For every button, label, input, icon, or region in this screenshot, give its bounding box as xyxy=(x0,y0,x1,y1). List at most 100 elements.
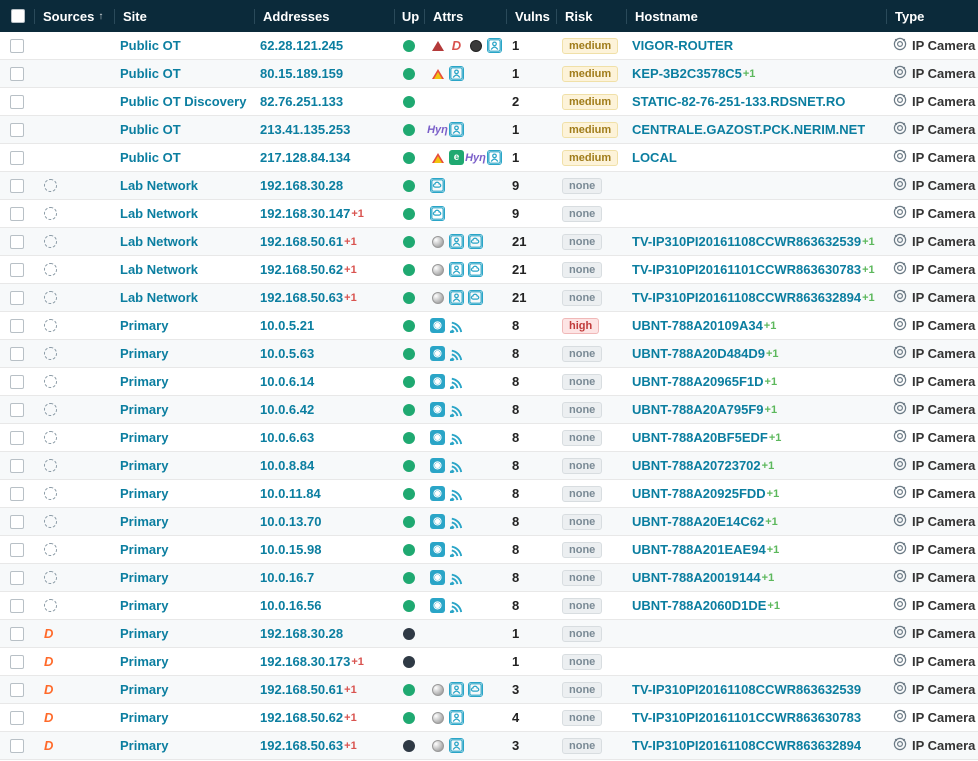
table-row[interactable]: Primary10.0.5.21◉8highUBNT-788A20109A34+… xyxy=(0,312,978,340)
hostname-link[interactable]: UBNT-788A201EAE94 xyxy=(632,542,766,557)
table-row[interactable]: Lab Network192.168.50.63+121noneTV-IP310… xyxy=(0,284,978,312)
row-checkbox[interactable] xyxy=(10,263,24,277)
address-link[interactable]: 10.0.11.84 xyxy=(260,486,321,501)
site-link[interactable]: Public OT xyxy=(120,66,181,81)
site-link[interactable]: Primary xyxy=(120,346,168,361)
hostname-link[interactable]: UBNT-788A20D484D9 xyxy=(632,346,765,361)
site-link[interactable]: Primary xyxy=(120,570,168,585)
address-link[interactable]: 80.15.189.159 xyxy=(260,66,343,81)
site-link[interactable]: Lab Network xyxy=(120,206,198,221)
site-link[interactable]: Primary xyxy=(120,710,168,725)
site-link[interactable]: Primary xyxy=(120,486,168,501)
site-link[interactable]: Primary xyxy=(120,598,168,613)
table-row[interactable]: Public OT80.15.189.1591mediumKEP-3B2C357… xyxy=(0,60,978,88)
site-link[interactable]: Primary xyxy=(120,682,168,697)
address-link[interactable]: 10.0.6.14 xyxy=(260,374,314,389)
address-link[interactable]: 192.168.50.61 xyxy=(260,682,343,697)
address-link[interactable]: 10.0.16.56 xyxy=(260,598,321,613)
table-row[interactable]: Lab Network192.168.30.147+19noneIP Camer… xyxy=(0,200,978,228)
site-link[interactable]: Primary xyxy=(120,626,168,641)
row-checkbox[interactable] xyxy=(10,739,24,753)
header-sources[interactable]: Sources↑ xyxy=(34,9,114,24)
table-row[interactable]: DPrimary192.168.30.173+11noneIP Camera xyxy=(0,648,978,676)
row-checkbox[interactable] xyxy=(10,487,24,501)
row-checkbox[interactable] xyxy=(10,67,24,81)
hostname-link[interactable]: UBNT-788A20925FDD xyxy=(632,486,766,501)
row-checkbox[interactable] xyxy=(10,683,24,697)
address-link[interactable]: 10.0.16.7 xyxy=(260,570,314,585)
address-link[interactable]: 217.128.84.134 xyxy=(260,150,350,165)
row-checkbox[interactable] xyxy=(10,459,24,473)
address-link[interactable]: 192.168.50.62 xyxy=(260,262,343,277)
address-link[interactable]: 213.41.135.253 xyxy=(260,122,350,137)
site-link[interactable]: Public OT xyxy=(120,38,181,53)
site-link[interactable]: Primary xyxy=(120,542,168,557)
row-checkbox[interactable] xyxy=(10,627,24,641)
table-row[interactable]: Lab Network192.168.30.289noneIP Camera xyxy=(0,172,978,200)
table-row[interactable]: Primary10.0.16.7◉8noneUBNT-788A20019144+… xyxy=(0,564,978,592)
address-link[interactable]: 62.28.121.245 xyxy=(260,38,343,53)
address-link[interactable]: 192.168.30.28 xyxy=(260,626,343,641)
row-checkbox[interactable] xyxy=(10,151,24,165)
table-row[interactable]: Primary10.0.16.56◉8noneUBNT-788A2060D1DE… xyxy=(0,592,978,620)
table-row[interactable]: Primary10.0.8.84◉8noneUBNT-788A20723702+… xyxy=(0,452,978,480)
table-row[interactable]: DPrimary192.168.30.281noneIP Camera xyxy=(0,620,978,648)
row-checkbox[interactable] xyxy=(10,543,24,557)
hostname-link[interactable]: UBNT-788A20723702 xyxy=(632,458,761,473)
address-link[interactable]: 192.168.30.173 xyxy=(260,654,350,669)
row-checkbox[interactable] xyxy=(10,599,24,613)
row-checkbox[interactable] xyxy=(10,235,24,249)
address-link[interactable]: 10.0.13.70 xyxy=(260,514,321,529)
table-row[interactable]: Primary10.0.6.14◉8noneUBNT-788A20965F1D+… xyxy=(0,368,978,396)
row-checkbox[interactable] xyxy=(10,655,24,669)
header-addresses[interactable]: Addresses xyxy=(254,9,394,24)
site-link[interactable]: Primary xyxy=(120,374,168,389)
hostname-link[interactable]: VIGOR-ROUTER xyxy=(632,38,733,53)
site-link[interactable]: Public OT Discovery xyxy=(120,94,246,109)
header-site[interactable]: Site xyxy=(114,9,254,24)
hostname-link[interactable]: KEP-3B2C3578C5 xyxy=(632,66,742,81)
table-row[interactable]: Primary10.0.11.84◉8noneUBNT-788A20925FDD… xyxy=(0,480,978,508)
table-row[interactable]: Public OT213.41.135.253Hyη1mediumCENTRAL… xyxy=(0,116,978,144)
hostname-link[interactable]: UBNT-788A20965F1D xyxy=(632,374,764,389)
hostname-link[interactable]: UBNT-788A20109A34 xyxy=(632,318,763,333)
table-row[interactable]: Public OT217.128.84.134eHyη1mediumLOCALI… xyxy=(0,144,978,172)
address-link[interactable]: 10.0.15.98 xyxy=(260,542,321,557)
hostname-link[interactable]: TV-IP310PI20161108CCWR863632539 xyxy=(632,234,861,249)
table-row[interactable]: Primary10.0.13.70◉8noneUBNT-788A20E14C62… xyxy=(0,508,978,536)
address-link[interactable]: 10.0.5.21 xyxy=(260,318,314,333)
header-up[interactable]: Up xyxy=(394,9,424,24)
hostname-link[interactable]: UBNT-788A20019144 xyxy=(632,570,761,585)
address-link[interactable]: 192.168.50.61 xyxy=(260,234,343,249)
row-checkbox[interactable] xyxy=(10,375,24,389)
table-row[interactable]: Public OT62.28.121.245D1mediumVIGOR-ROUT… xyxy=(0,32,978,60)
hostname-link[interactable]: TV-IP310PI20161108CCWR863632894 xyxy=(632,738,861,753)
site-link[interactable]: Primary xyxy=(120,318,168,333)
site-link[interactable]: Lab Network xyxy=(120,262,198,277)
row-checkbox[interactable] xyxy=(10,571,24,585)
table-row[interactable]: DPrimary192.168.50.62+14noneTV-IP310PI20… xyxy=(0,704,978,732)
row-checkbox[interactable] xyxy=(10,431,24,445)
header-risk[interactable]: Risk xyxy=(556,9,626,24)
hostname-link[interactable]: STATIC-82-76-251-133.RDSNET.RO xyxy=(632,94,845,109)
hostname-link[interactable]: LOCAL xyxy=(632,150,677,165)
header-hostname[interactable]: Hostname xyxy=(626,9,886,24)
hostname-link[interactable]: UBNT-788A2060D1DE xyxy=(632,598,766,613)
address-link[interactable]: 10.0.8.84 xyxy=(260,458,314,473)
row-checkbox[interactable] xyxy=(10,319,24,333)
site-link[interactable]: Primary xyxy=(120,514,168,529)
table-row[interactable]: DPrimary192.168.50.63+13noneTV-IP310PI20… xyxy=(0,732,978,760)
row-checkbox[interactable] xyxy=(10,711,24,725)
address-link[interactable]: 10.0.6.63 xyxy=(260,430,314,445)
row-checkbox[interactable] xyxy=(10,39,24,53)
row-checkbox[interactable] xyxy=(10,179,24,193)
row-checkbox[interactable] xyxy=(10,123,24,137)
hostname-link[interactable]: TV-IP310PI20161108CCWR863632894 xyxy=(632,290,861,305)
hostname-link[interactable]: UBNT-788A20A795F9 xyxy=(632,402,764,417)
table-row[interactable]: Lab Network192.168.50.61+121noneTV-IP310… xyxy=(0,228,978,256)
row-checkbox[interactable] xyxy=(10,207,24,221)
header-checkbox[interactable] xyxy=(0,9,34,23)
row-checkbox[interactable] xyxy=(10,403,24,417)
table-row[interactable]: Primary10.0.6.63◉8noneUBNT-788A20BF5EDF+… xyxy=(0,424,978,452)
address-link[interactable]: 192.168.30.147 xyxy=(260,206,350,221)
